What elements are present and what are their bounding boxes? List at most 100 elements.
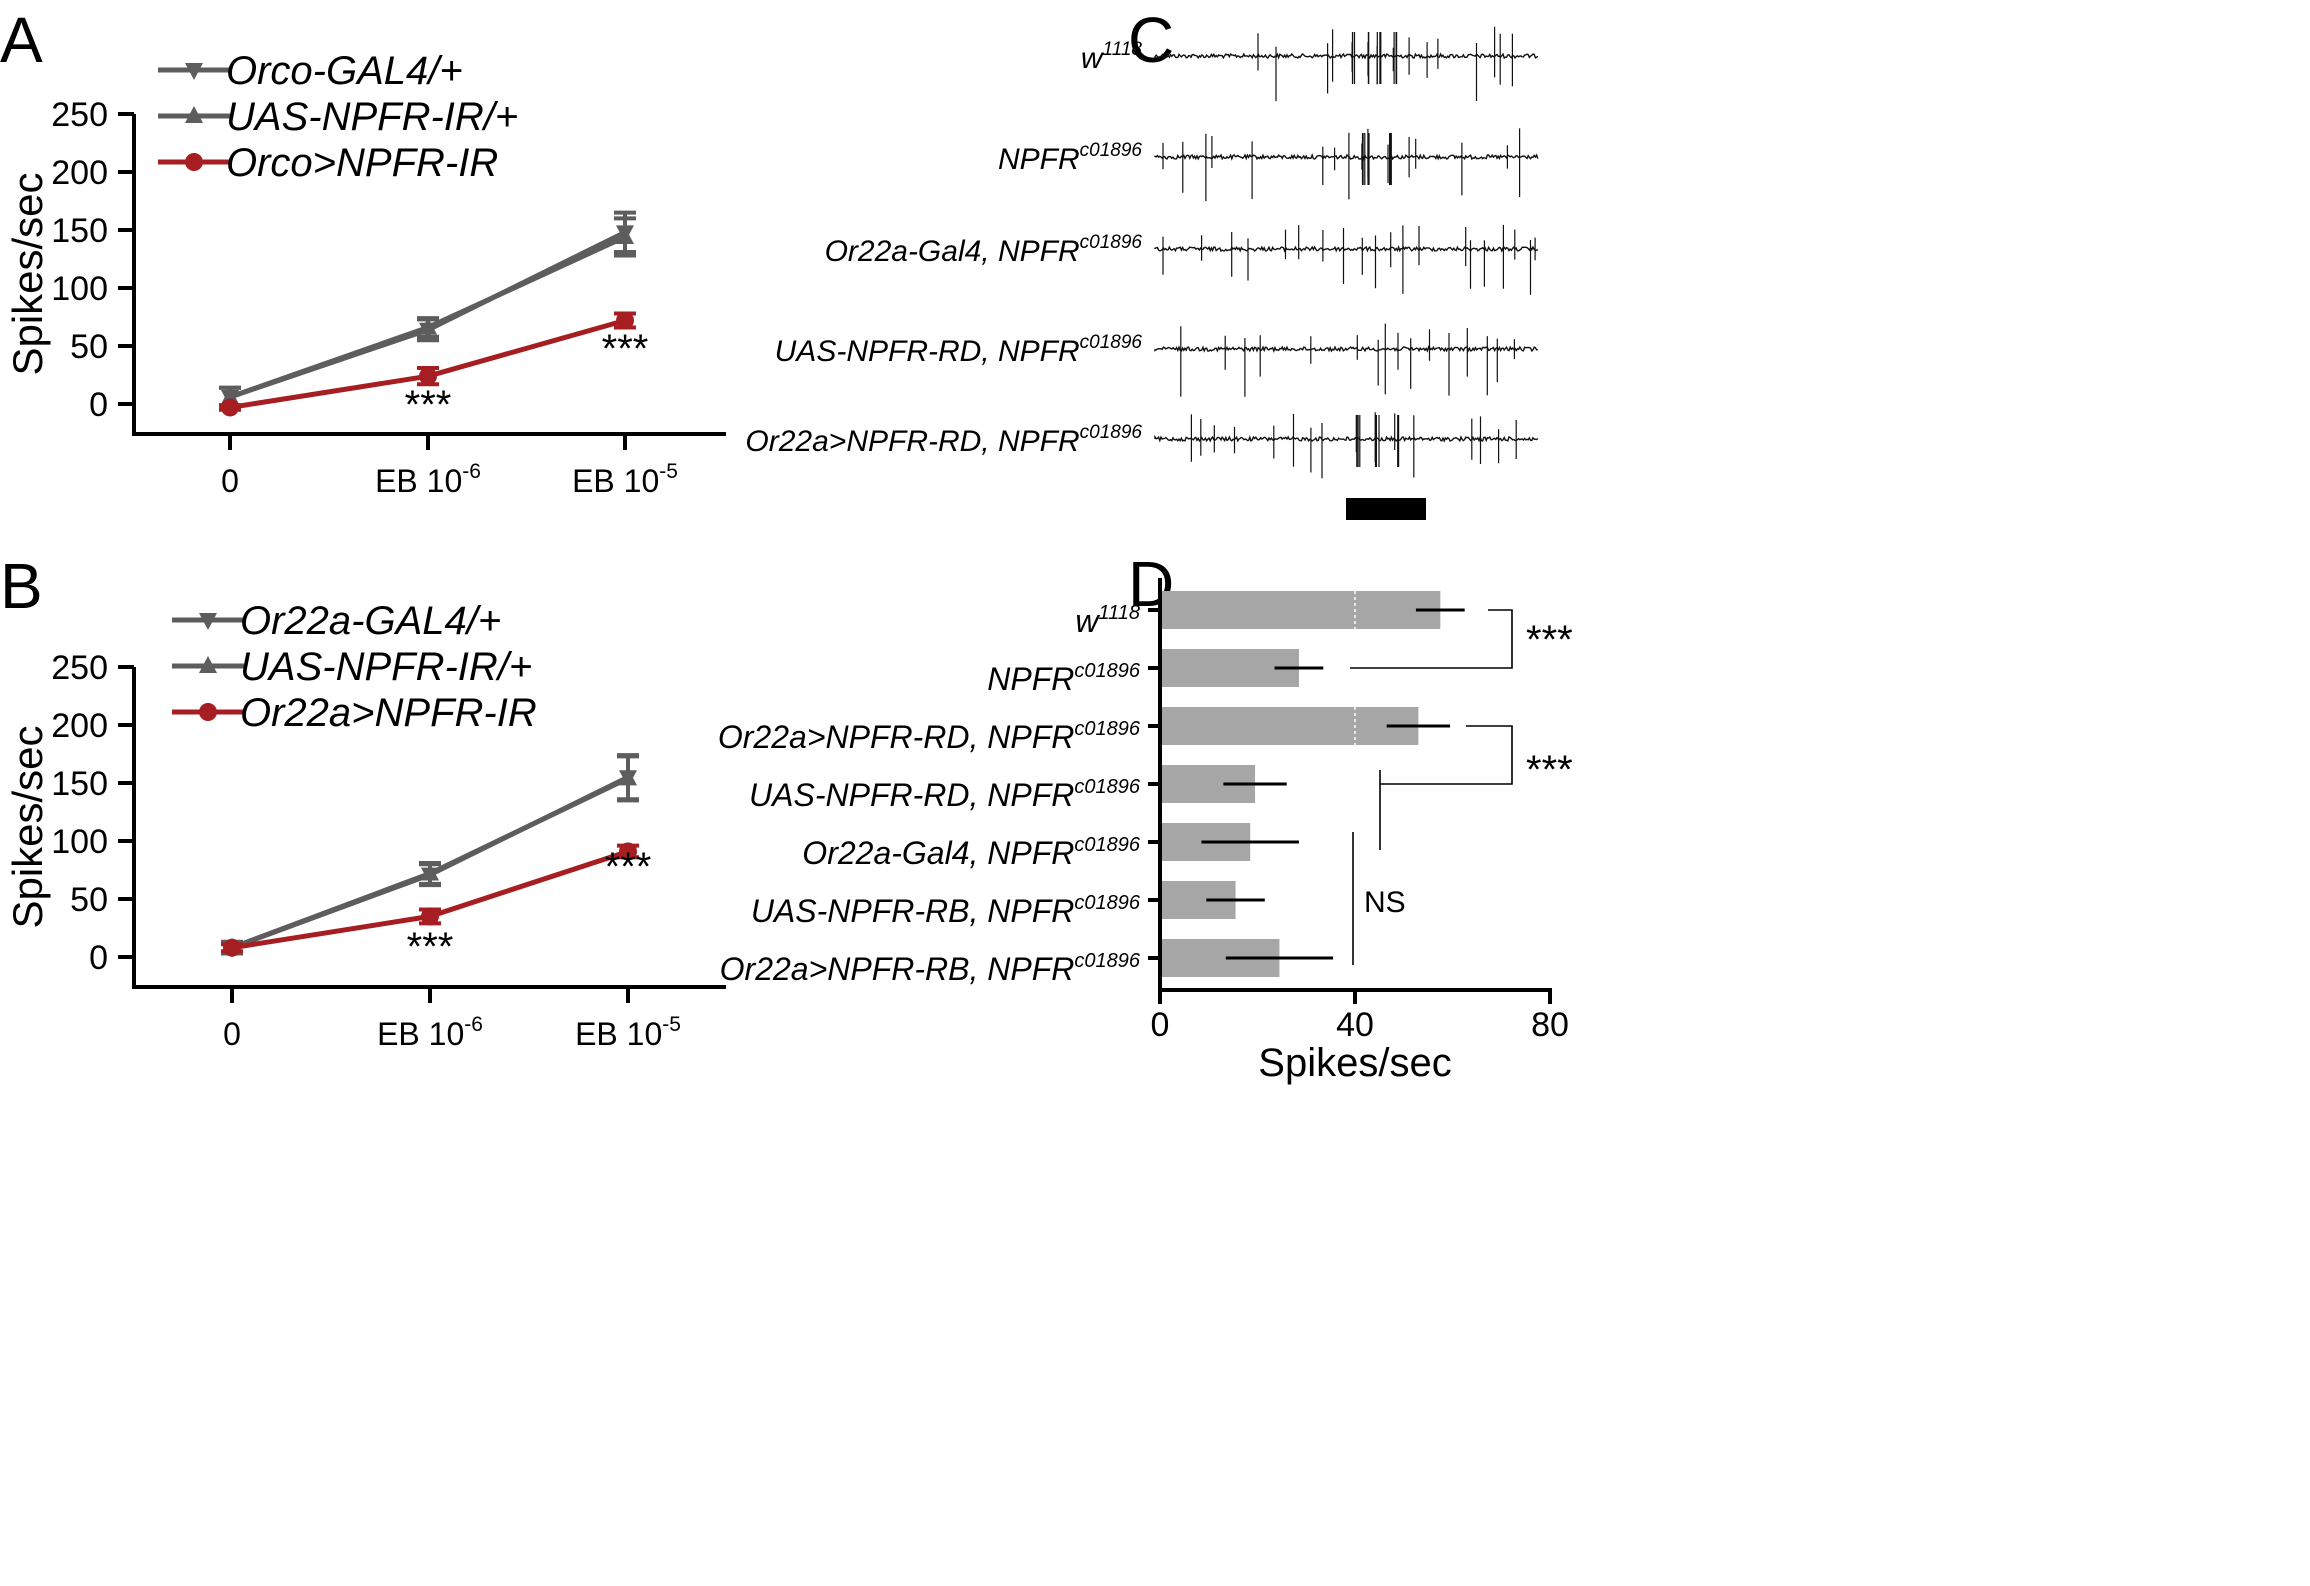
x-tick-label-text: EB 10 [575, 1016, 662, 1052]
trace-baseline [1154, 344, 1538, 354]
category-label-base: NPFR [987, 661, 1074, 697]
x-axis-label: Spikes/sec [1258, 1041, 1451, 1085]
trace-label: NPFRc01896 [998, 140, 1142, 176]
legend-marker [185, 153, 203, 171]
category-label: Or22a>NPFR-RB, NPFRc01896 [720, 950, 1141, 987]
data-point [419, 367, 437, 386]
x-tick-label: EB 10-5 [575, 1013, 681, 1052]
legend-marker [199, 656, 217, 673]
bar-chart-d: 0 40 80 Spikes/sec *** *** NS [1148, 578, 1573, 1085]
category-label: UAS-NPFR-RD, NPFRc01896 [749, 776, 1141, 813]
x-tick-label-text: EB 10 [572, 463, 659, 499]
significance-marker: *** [605, 845, 652, 889]
y-tick-label: 150 [51, 212, 108, 250]
y-tick-label: 100 [51, 270, 108, 308]
y-tick-label: 50 [70, 881, 108, 919]
trace-label-base: NPFR [998, 335, 1080, 368]
x-tick-label: 0 [221, 463, 239, 499]
trace-label: UAS-NPFR-RD, NPFRc01896 [775, 332, 1143, 368]
x-tick-label-exponent: -5 [662, 1013, 681, 1036]
category-label: Or22a>NPFR-RD, NPFRc01896 [718, 718, 1141, 755]
category-label-sup: c01896 [1074, 718, 1140, 740]
panel-c-traces [1154, 26, 1539, 520]
legend-entry: UAS-NPFR-IR/+ [240, 645, 532, 689]
stimulus-bar [1346, 498, 1426, 520]
x-tick-label-text: EB 10 [375, 463, 462, 499]
data-point [616, 226, 634, 244]
x-tick-label: 0 [223, 1016, 241, 1052]
bar [1162, 591, 1441, 629]
data-point [221, 398, 239, 417]
trace-baseline [1154, 244, 1539, 253]
y-tick-label: 250 [51, 96, 108, 134]
y-tick-label: 0 [89, 939, 108, 977]
category-label-sup: c01896 [1074, 776, 1140, 798]
data-point [619, 768, 637, 786]
x-tick-label: EB 10-6 [375, 460, 481, 499]
significance-bracket [1380, 725, 1513, 785]
x-tick-label: 40 [1336, 1006, 1374, 1044]
category-label-text: UAS-NPFR-RD, [749, 777, 987, 813]
category-label-sup: c01896 [1074, 834, 1140, 856]
y-tick-label: 250 [51, 649, 108, 687]
x-tick-label: 80 [1531, 1006, 1569, 1044]
x-tick-label-exponent: -6 [462, 460, 481, 483]
significance-bracket [1350, 609, 1513, 669]
legend-marker [199, 613, 217, 630]
legend-entry: Orco-GAL4/+ [226, 49, 463, 93]
panel-label-b: B [0, 550, 43, 622]
x-tick-label: EB 10-6 [377, 1013, 483, 1052]
y-axis-label: Spikes/sec [4, 172, 51, 375]
legend-marker [185, 63, 203, 80]
trace-spikes [1257, 26, 1513, 102]
data-point [619, 842, 637, 861]
data-point [419, 317, 437, 335]
trace-spikes [1162, 224, 1536, 295]
category-label-sup: 1118 [1098, 602, 1140, 624]
trace-spikes [1190, 412, 1517, 479]
x-tick-label: 0 [1151, 1006, 1170, 1044]
category-label: UAS-NPFR-RB, NPFRc01896 [751, 892, 1141, 929]
trace-label-sup: c01896 [1080, 422, 1143, 443]
category-label: Or22a-Gal4, NPFRc01896 [802, 834, 1141, 871]
significance-marker: NS [1364, 886, 1406, 919]
significance-marker: *** [1526, 618, 1573, 662]
category-label-sup: c01896 [1074, 892, 1140, 914]
trace-label-sup: 1118 [1103, 39, 1143, 60]
trace-label: Or22a-Gal4, NPFRc01896 [825, 232, 1143, 268]
y-tick-label: 150 [51, 765, 108, 803]
y-tick-label: 100 [51, 823, 108, 861]
trace-label-base: NPFR [998, 235, 1080, 268]
legend-entry: Or22a>NPFR-IR [240, 691, 537, 735]
category-label-text: Or22a-Gal4, [802, 835, 987, 871]
data-point [421, 863, 439, 881]
category-label-sup: c01896 [1074, 660, 1140, 682]
y-tick-label: 200 [51, 707, 108, 745]
trace-label: Or22a>NPFR-RD, NPFRc01896 [745, 422, 1142, 458]
category-label-text: Or22a>NPFR-RB, [720, 951, 988, 987]
data-point [421, 907, 439, 926]
category-label-text: UAS-NPFR-RB, [751, 893, 987, 929]
trace-label-sup: c01896 [1080, 332, 1143, 353]
category-label-base: NPFR [987, 951, 1074, 987]
legend-entry: Orco>NPFR-IR [226, 141, 498, 185]
trace-label-sup: c01896 [1080, 140, 1143, 161]
x-tick-label: EB 10-5 [572, 460, 678, 499]
significance-marker: *** [407, 925, 454, 969]
legend-marker [185, 106, 203, 123]
bar [1162, 707, 1419, 745]
significance-marker: *** [405, 383, 452, 427]
data-point [223, 938, 241, 957]
x-tick-label-text: 0 [221, 463, 239, 499]
panel-label-c: C [1128, 4, 1174, 76]
trace-label-base: w [1081, 42, 1105, 75]
x-tick-label-text: 0 [223, 1016, 241, 1052]
trace-baseline [1154, 52, 1539, 60]
category-label: w1118 [1075, 602, 1140, 639]
trace-label-sup: c01896 [1080, 232, 1143, 253]
x-tick-label-text: EB 10 [377, 1016, 464, 1052]
panel-label-a: A [0, 4, 43, 76]
y-tick-label: 50 [70, 328, 108, 366]
